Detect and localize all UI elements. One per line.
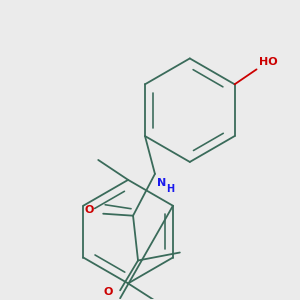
Text: H: H (166, 184, 174, 194)
Text: N: N (157, 178, 166, 188)
Text: HO: HO (259, 57, 277, 68)
Text: O: O (85, 205, 94, 215)
Text: O: O (103, 287, 113, 297)
